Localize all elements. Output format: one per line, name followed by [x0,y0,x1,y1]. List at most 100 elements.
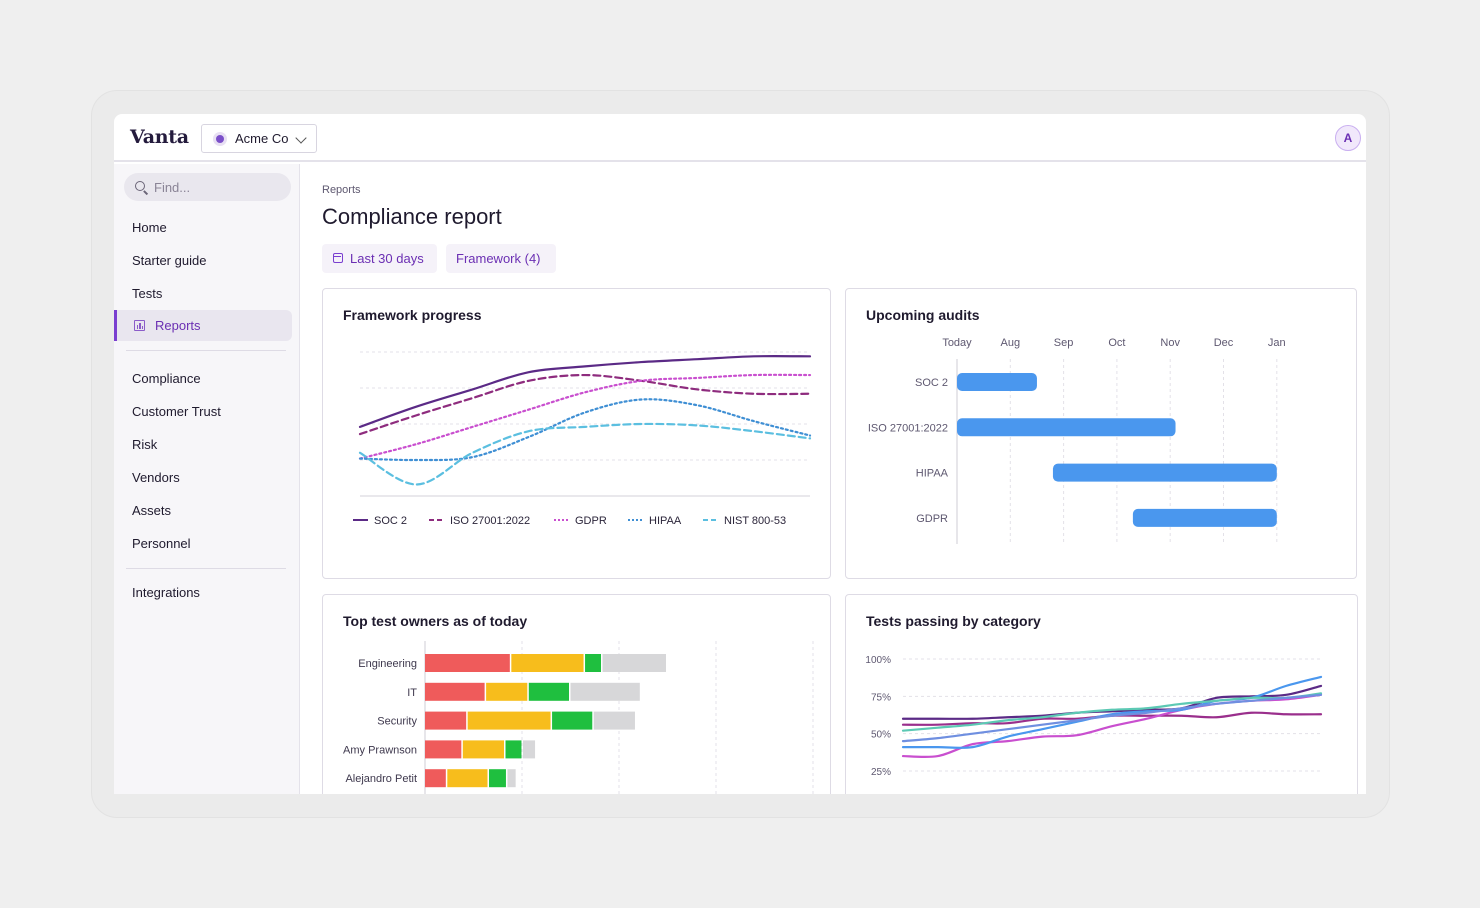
owner-bar-segment [489,769,506,788]
org-switcher[interactable]: Acme Co [201,124,317,153]
audit-bar [957,373,1037,391]
sidebar-item-assets[interactable]: Assets [132,503,172,518]
card-title: Upcoming audits [866,307,980,323]
active-indicator [114,310,117,341]
date-range-label: Last 30 days [350,251,424,266]
y-tick-label: HIPAA [916,468,949,480]
y-tick-label: 50% [871,730,891,741]
series-line [901,693,1323,743]
x-tick-label: Nov [1160,337,1180,349]
legend-label: HIPAA [649,515,682,527]
sidebar-item-label: Reports [155,318,201,333]
card-title: Top test owners as of today [343,613,528,629]
sidebar-item-tests[interactable]: Tests [132,286,163,301]
sidebar-item-compliance[interactable]: Compliance [132,371,201,386]
series-line [358,422,812,486]
owner-bar-segment [507,769,516,788]
x-tick-label: Jan [1268,337,1286,349]
card-title: Tests passing by category [866,613,1041,629]
owner-bar-segment [593,711,635,730]
y-tick-label: 100% [865,655,891,666]
owner-bar-segment [462,740,505,759]
y-tick-label: Alejandro Petit [345,773,417,785]
owner-bar-segment [486,682,528,701]
owner-bar-segment [447,769,488,788]
x-tick-label: Aug [1001,337,1021,349]
owner-bar-segment [467,711,551,730]
series-line [358,398,812,462]
page-title: Compliance report [322,204,502,229]
legend-label: SOC 2 [374,515,407,527]
org-name: Acme Co [235,131,289,146]
top-test-owners-card: Top test owners as of today Engineering I… [322,594,831,794]
legend-label: ISO 27001:2022 [450,515,530,527]
y-tick-label: 25% [871,767,891,778]
y-tick-label: GDPR [916,513,948,525]
date-range-filter[interactable]: Last 30 days [322,244,437,273]
x-tick-label: Sep [1054,337,1074,349]
avatar[interactable]: A [1335,125,1361,151]
tests-passing-chart: 100% 75% 50% 25% [865,655,1323,778]
owner-bar-segment [528,682,569,701]
y-tick-label: Amy Prawnson [343,744,417,756]
owner-bar-segment [522,740,536,759]
owner-bar-segment [425,711,467,730]
sidebar-item-reports[interactable]: Reports [114,310,292,341]
series-line [358,373,812,460]
x-tick-label: Dec [1214,337,1234,349]
series-line [358,373,812,436]
x-tick-label: Today [942,337,972,349]
tests-passing-card: Tests passing by category 100% 75% 50% 25% [845,594,1358,794]
search-icon [135,181,145,191]
series-line [901,684,1323,720]
upcoming-audits-chart: Today Aug Sep Oct Nov Dec Jan SOC 2 ISO 27001:20… [868,337,1286,544]
calendar-icon [333,253,343,263]
owner-bar-segment [570,682,640,701]
framework-filter[interactable]: Framework (4) [446,244,556,273]
y-tick-label: Security [377,716,417,728]
card-title: Framework progress [343,307,482,323]
sidebar-divider [126,568,286,569]
x-tick-label: Oct [1108,337,1125,349]
y-tick-label: SOC 2 [915,377,948,389]
main-content: Reports Compliance report Last 30 days F… [301,164,1366,794]
framework-filter-label: Framework (4) [456,251,541,266]
org-icon [213,132,227,146]
breadcrumb[interactable]: Reports [322,184,361,196]
search-box[interactable] [124,173,291,201]
framework-progress-card: Framework progress SOC 2 ISO 27001:2022 GD… [322,288,831,579]
y-tick-label: IT [407,687,417,699]
sidebar-divider [126,350,286,351]
y-tick-label: ISO 27001:2022 [868,422,948,434]
search-input[interactable] [154,178,284,196]
legend-label: GDPR [575,515,607,527]
upcoming-audits-card: Upcoming audits Today Aug Sep Oct Nov Dec Jan S… [845,288,1357,579]
sidebar-item-starter-guide[interactable]: Starter guide [132,253,207,268]
owner-bar-segment [425,769,446,788]
audit-bar [1052,463,1277,482]
vanta-logo[interactable]: Vanta [130,126,189,148]
owner-bar-segment [425,682,485,701]
top-test-owners-chart: Engineering IT Security Amy Prawnson Alejand… [343,641,814,794]
owner-bar-segment [505,740,522,759]
sidebar-item-home[interactable]: Home [132,220,167,235]
sidebar: Home Starter guide Tests Reports Complia… [114,164,300,794]
y-tick-label: 75% [871,692,891,703]
app-window: Vanta Acme Co A Home Starter guide Tests… [114,114,1366,794]
sidebar-item-integrations[interactable]: Integrations [132,585,200,600]
owner-bar-segment [425,654,510,672]
owner-bar-segment [552,711,593,730]
sidebar-item-customer-trust[interactable]: Customer Trust [132,404,221,419]
series-line [901,692,1323,732]
owner-bar-segment [585,654,602,672]
owner-bar-segment [602,654,666,672]
owner-bar-segment [425,740,462,759]
series-line [358,355,812,428]
sidebar-item-personnel[interactable]: Personnel [132,536,191,551]
chart-icon [134,320,145,331]
top-bar: Vanta Acme Co A [114,114,1366,162]
chevron-down-icon [295,132,307,144]
sidebar-item-vendors[interactable]: Vendors [132,470,180,485]
sidebar-item-risk[interactable]: Risk [132,437,158,452]
framework-progress-chart: SOC 2 ISO 27001:2022 GDPR HIPAA NIST 800-53 [353,351,812,527]
